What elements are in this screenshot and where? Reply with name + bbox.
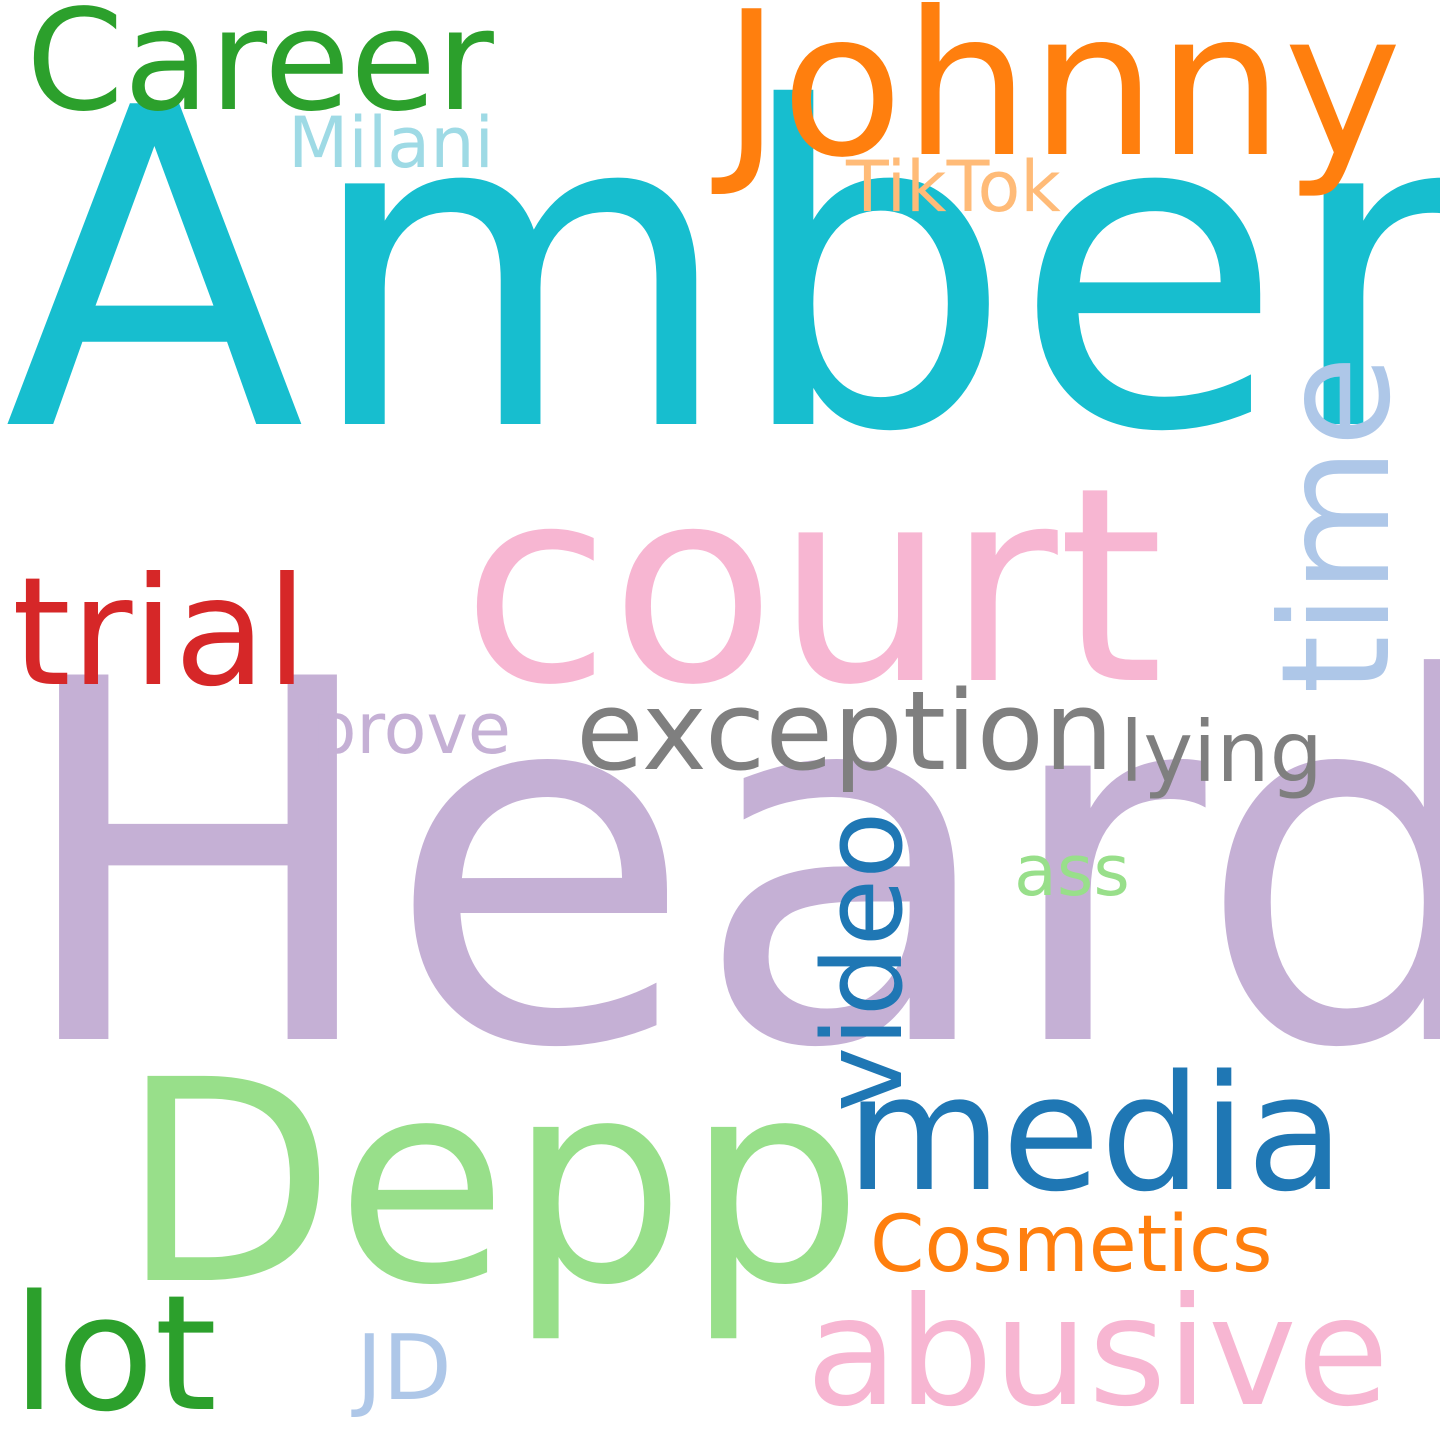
word-milani: Milani	[288, 102, 495, 184]
word-ass: ass	[1014, 830, 1130, 912]
word-time: time	[1250, 355, 1424, 694]
word-abusive: abusive	[806, 1266, 1390, 1440]
word-depp: Depp	[120, 1021, 864, 1347]
word-lying: lying	[1120, 703, 1323, 801]
word-cosmetics: Cosmetics	[870, 1200, 1273, 1290]
word-trial: trial	[12, 546, 308, 720]
word-lot: lot	[12, 1260, 218, 1447]
word-johnny: Johnny	[722, 0, 1402, 202]
word-media: media	[846, 1040, 1345, 1227]
word-video: video	[799, 811, 927, 1112]
word-heard: Heard	[10, 575, 1440, 1157]
word-jd: JD	[356, 1316, 452, 1421]
word-exception: exception	[576, 667, 1114, 795]
word-amber: Amber	[4, 16, 1440, 528]
word-prove: prove	[312, 688, 511, 770]
word-tiktok: TikTok	[846, 146, 1061, 228]
word-career: Career	[26, 0, 494, 143]
word-court: court	[462, 429, 1164, 744]
